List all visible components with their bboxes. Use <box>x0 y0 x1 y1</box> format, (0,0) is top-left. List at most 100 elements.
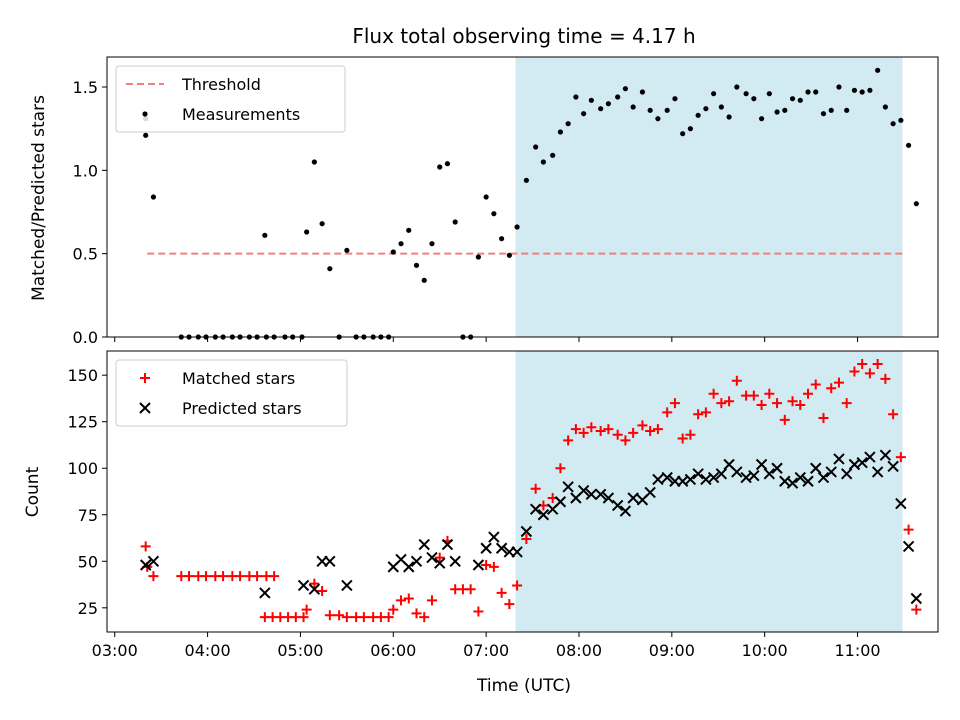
predicted-star-point <box>786 477 799 489</box>
predicted-star-point <box>887 460 899 473</box>
predicted-star-point <box>488 531 500 543</box>
predicted-star-point <box>426 551 438 564</box>
measurement-point <box>429 241 435 247</box>
measurement-point <box>533 144 539 150</box>
predicted-star-point <box>794 471 806 484</box>
matched-star-point <box>218 571 229 582</box>
matched-star-point <box>530 483 541 494</box>
matched-star-point <box>677 433 688 444</box>
matched-star-point <box>586 422 597 433</box>
matched-star-point <box>570 424 581 435</box>
predicted-star-point <box>879 449 892 461</box>
measurement-point <box>695 112 701 118</box>
legend-measurement-swatch <box>142 111 148 117</box>
predicted-star-point <box>661 471 673 484</box>
predicted-star-point <box>495 542 508 554</box>
measurement-point <box>514 224 520 230</box>
matched-star-point <box>803 388 814 399</box>
measurement-point <box>630 104 636 110</box>
measurement-point <box>622 86 629 92</box>
matched-star-point <box>628 427 639 438</box>
matched-star-point <box>787 396 798 407</box>
measurement-point <box>311 159 317 165</box>
matched-star-point <box>857 359 868 370</box>
matched-star-point <box>434 552 445 563</box>
predicted-star-point <box>692 468 704 480</box>
matched-star-point <box>795 399 806 410</box>
measurement-point <box>867 87 873 93</box>
predicted-star-point <box>895 497 907 510</box>
predicted-star-point <box>585 488 598 500</box>
measurement-point <box>703 106 709 112</box>
measurement-point <box>581 111 587 117</box>
predicted-star-point <box>577 484 590 497</box>
measurement-point <box>743 91 749 97</box>
measurement-point <box>444 161 451 167</box>
matched-star-point <box>358 612 369 623</box>
matched-star-point <box>903 524 914 535</box>
matched-star-point <box>140 541 151 552</box>
measurement-point <box>491 211 497 217</box>
predicted-star-point <box>902 540 915 553</box>
predicted-star-point <box>755 458 768 471</box>
y-tick-label: 125 <box>67 413 98 432</box>
plot-area: 0.0 0.5 1.0 1.5 Threshold Measurements 25 50 75 1… <box>67 56 939 660</box>
matched-star-point <box>403 593 414 604</box>
predicted-star-point <box>627 492 639 504</box>
matched-star-point <box>818 412 829 423</box>
x-axis-label: Time (UTC) <box>476 676 571 696</box>
measurement-point <box>523 177 529 183</box>
measurement-point <box>905 142 912 148</box>
legend-label: Matched stars <box>182 369 295 388</box>
matched-star-point <box>201 571 212 582</box>
measurement-point <box>506 252 512 258</box>
legend-box <box>115 65 346 133</box>
matched-star-point <box>833 377 844 388</box>
predicted-star-point <box>602 492 615 504</box>
y-tick-label: 75 <box>78 506 98 525</box>
observing-window-band <box>515 351 903 632</box>
matched-star-point <box>341 612 352 623</box>
predicted-star-point <box>472 559 485 571</box>
predicted-star-point <box>840 468 853 480</box>
measurement-point <box>327 266 333 272</box>
axes-frame <box>106 350 939 633</box>
matched-star-point <box>888 409 899 420</box>
x-tick-label: 09:00 <box>649 641 695 660</box>
axes-frame <box>106 56 939 338</box>
x-tick-label: 10:00 <box>742 641 788 660</box>
measurement-point <box>813 89 819 95</box>
predicted-star-point <box>763 468 776 480</box>
measurement-point <box>565 121 571 127</box>
predicted-star-point <box>418 538 430 551</box>
y-tick-label: 100 <box>67 459 98 478</box>
legend-box <box>115 359 348 427</box>
matched-star-point <box>620 435 631 446</box>
measurement-point <box>344 247 350 253</box>
measurement-point <box>437 164 443 170</box>
measurement-point <box>711 91 717 97</box>
matched-star-point <box>504 599 515 610</box>
predicted-star-point <box>731 466 743 478</box>
predicted-star-point <box>864 451 876 463</box>
predicted-star-point <box>802 475 814 487</box>
x-tick-label: 04:00 <box>185 641 231 660</box>
measurement-point <box>398 241 404 247</box>
x-tick-label: 05:00 <box>277 641 323 660</box>
matched-star-point <box>298 612 309 623</box>
measurement-point <box>898 117 904 123</box>
measurement-point <box>475 254 481 260</box>
measurement-point <box>789 96 796 102</box>
predicted-star-point <box>833 453 845 465</box>
measurement-point <box>483 194 489 200</box>
measurement-point <box>605 101 611 107</box>
matched-star-point <box>652 424 663 435</box>
predicted-star-point <box>449 555 461 567</box>
measurement-point <box>664 107 670 113</box>
matched-star-point <box>662 407 673 418</box>
measurement-point <box>588 97 594 103</box>
matched-star-point <box>411 608 422 619</box>
matched-star-point <box>841 398 852 409</box>
measurement-point <box>499 236 505 242</box>
